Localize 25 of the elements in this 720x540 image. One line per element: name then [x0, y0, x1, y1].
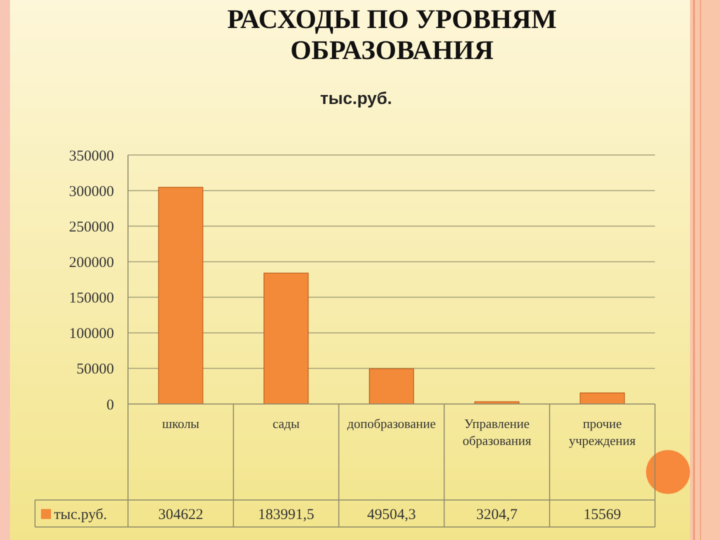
x-tick-label: сады [272, 416, 300, 431]
bar [158, 186, 204, 404]
data-label: 183991,5 [258, 507, 314, 523]
data-label: 15569 [584, 507, 622, 523]
x-tick-label: Управление образования [462, 416, 532, 448]
x-tick-label: прочие учреждения [569, 416, 636, 448]
bar [368, 368, 414, 404]
y-tick-label: 0 [106, 397, 114, 414]
x-tick-label: допобразование [347, 416, 436, 431]
data-label: 49504,3 [367, 507, 416, 523]
chart-subtitle: тыс.руб. [320, 89, 392, 108]
data-label: 304622 [158, 507, 204, 523]
text: тыс.руб. [54, 507, 108, 523]
y-tick-label: 150000 [69, 290, 114, 307]
x-tick-label: школы [162, 416, 200, 431]
y-tick-label: 300000 [69, 184, 114, 200]
y-tick-label: 100000 [69, 326, 114, 342]
y-tick-label: 50000 [76, 362, 114, 378]
y-tick-label: 200000 [69, 254, 114, 271]
bar [580, 392, 625, 404]
bar [264, 272, 309, 404]
chart-title: РАСХОДЫ ПО УРОВНЯМ ОБРАЗОВАНИЯ [227, 4, 557, 65]
y-tick-label: 350000 [69, 148, 114, 164]
y-tick-label: 250000 [69, 219, 114, 236]
data-label: 3204,7 [476, 507, 518, 523]
